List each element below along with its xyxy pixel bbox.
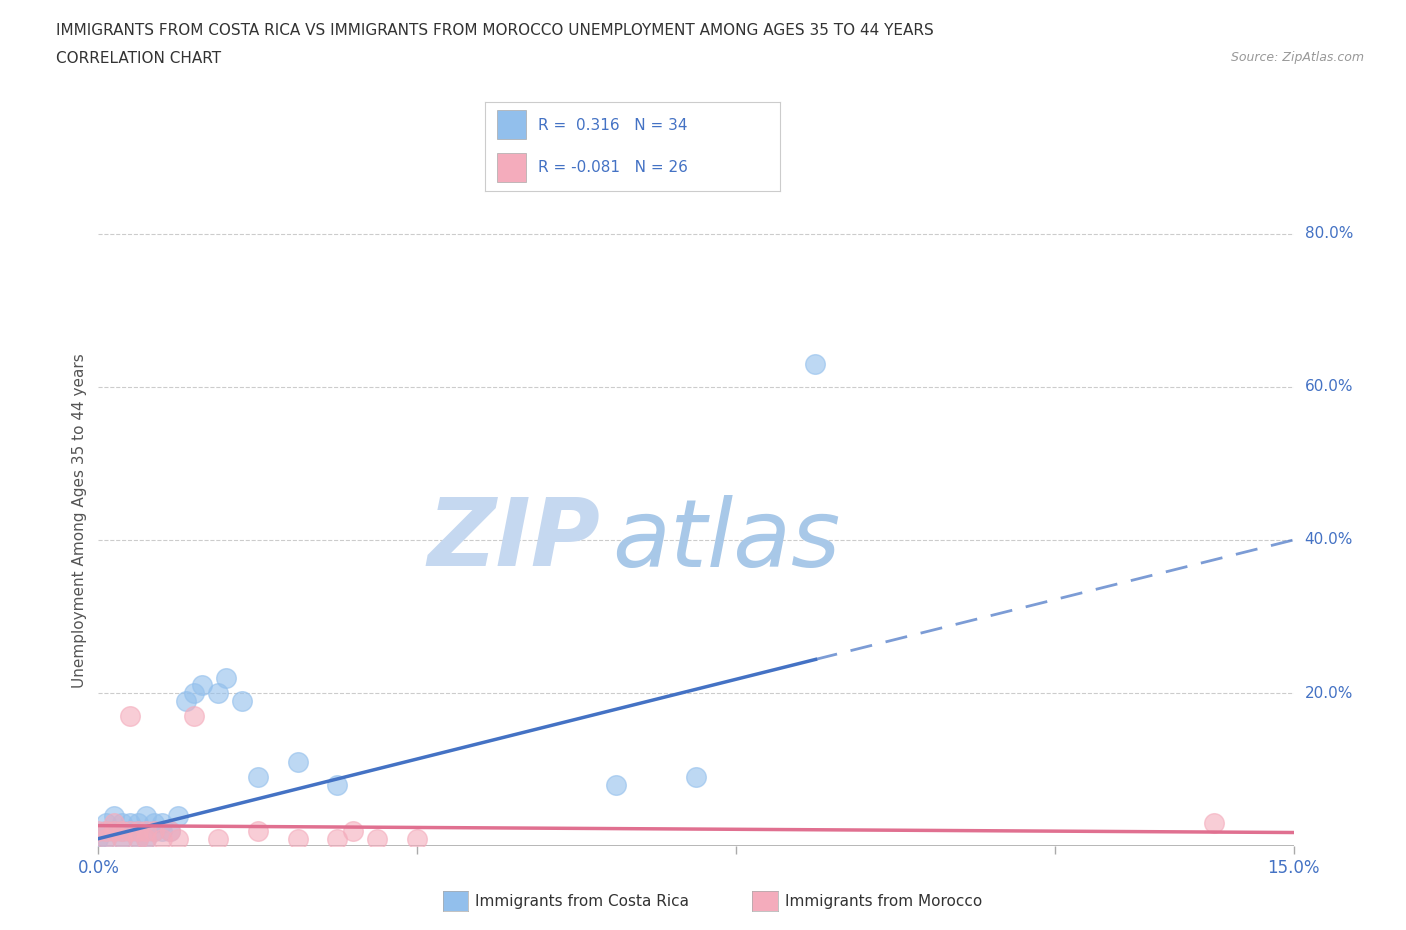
- Point: [96, 831, 118, 846]
- Text: 20.0%: 20.0%: [1305, 685, 1353, 700]
- Point: [246, 770, 269, 785]
- Point: [191, 678, 214, 693]
- Point: [103, 824, 125, 839]
- Point: [326, 831, 349, 846]
- Point: [143, 816, 166, 830]
- Point: [326, 777, 349, 792]
- Text: Immigrants from Costa Rica: Immigrants from Costa Rica: [475, 894, 689, 909]
- Point: [605, 777, 627, 792]
- Text: Immigrants from Morocco: Immigrants from Morocco: [785, 894, 981, 909]
- Text: 40.0%: 40.0%: [1305, 533, 1353, 548]
- Point: [111, 824, 134, 839]
- Point: [120, 824, 142, 839]
- Y-axis label: Unemployment Among Ages 35 to 44 years: Unemployment Among Ages 35 to 44 years: [72, 353, 87, 688]
- Point: [103, 824, 125, 839]
- Point: [111, 824, 134, 839]
- Point: [183, 685, 205, 700]
- Point: [135, 808, 157, 823]
- Point: [87, 824, 110, 839]
- Point: [135, 824, 157, 839]
- Point: [143, 824, 166, 839]
- Point: [207, 831, 229, 846]
- Point: [804, 356, 827, 371]
- Point: [342, 824, 364, 839]
- Text: R = -0.081   N = 26: R = -0.081 N = 26: [538, 160, 688, 175]
- Point: [150, 831, 173, 846]
- Point: [246, 824, 269, 839]
- Point: [96, 824, 118, 839]
- Point: [150, 816, 173, 830]
- Text: IMMIGRANTS FROM COSTA RICA VS IMMIGRANTS FROM MOROCCO UNEMPLOYMENT AMONG AGES 35: IMMIGRANTS FROM COSTA RICA VS IMMIGRANTS…: [56, 23, 934, 38]
- Text: ZIP: ZIP: [427, 495, 600, 586]
- Point: [167, 808, 190, 823]
- Text: 60.0%: 60.0%: [1305, 379, 1353, 394]
- Point: [103, 808, 125, 823]
- Point: [96, 824, 118, 839]
- Text: 80.0%: 80.0%: [1305, 226, 1353, 241]
- Bar: [496, 111, 526, 140]
- Point: [111, 831, 134, 846]
- Point: [287, 831, 309, 846]
- Point: [120, 709, 142, 724]
- Point: [96, 831, 118, 846]
- Point: [207, 685, 229, 700]
- Point: [111, 831, 134, 846]
- Point: [127, 831, 149, 846]
- Point: [96, 816, 118, 830]
- Point: [215, 671, 238, 685]
- Point: [127, 816, 149, 830]
- Text: R =  0.316   N = 34: R = 0.316 N = 34: [538, 118, 688, 133]
- Point: [167, 831, 190, 846]
- Point: [135, 831, 157, 846]
- Point: [287, 754, 309, 769]
- Point: [103, 816, 125, 830]
- Point: [127, 831, 149, 846]
- Point: [174, 694, 197, 709]
- Point: [406, 831, 429, 846]
- Bar: [496, 153, 526, 182]
- Point: [143, 824, 166, 839]
- Point: [685, 770, 707, 785]
- Point: [111, 816, 134, 830]
- Point: [366, 831, 388, 846]
- Point: [183, 709, 205, 724]
- Text: CORRELATION CHART: CORRELATION CHART: [56, 51, 221, 66]
- Point: [127, 824, 149, 839]
- Point: [87, 831, 110, 846]
- Point: [1202, 816, 1225, 830]
- Text: atlas: atlas: [612, 495, 841, 586]
- Point: [159, 824, 181, 839]
- Point: [120, 824, 142, 839]
- Text: Source: ZipAtlas.com: Source: ZipAtlas.com: [1230, 51, 1364, 64]
- Point: [135, 831, 157, 846]
- Point: [159, 824, 181, 839]
- Point: [127, 824, 149, 839]
- Point: [120, 816, 142, 830]
- Point: [150, 824, 173, 839]
- Point: [231, 694, 253, 709]
